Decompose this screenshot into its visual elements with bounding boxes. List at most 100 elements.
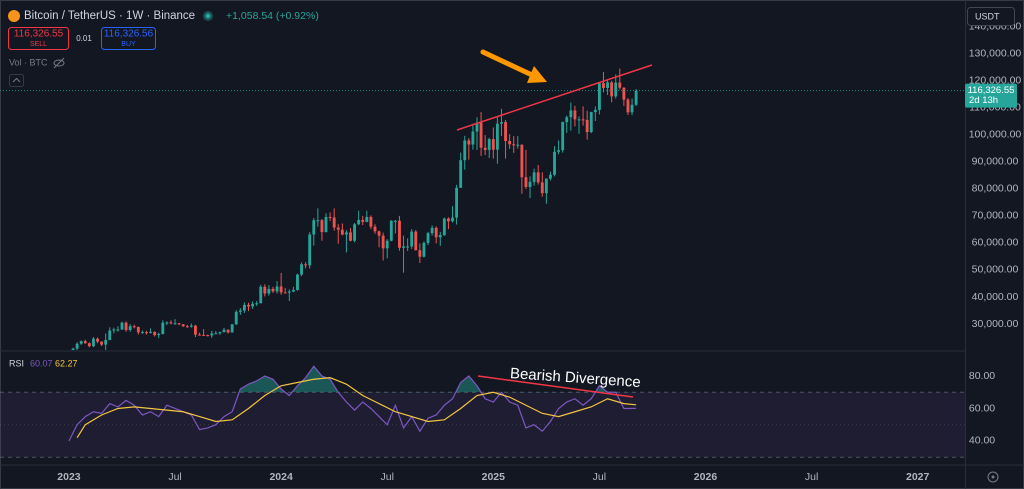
candle-body	[540, 182, 544, 194]
rsi-pane	[0, 365, 965, 458]
candle-body	[487, 139, 491, 150]
candle-body	[495, 123, 499, 150]
y-tick-label: 80.00	[969, 370, 995, 382]
sell-label: SELL	[30, 41, 47, 48]
candle-body	[447, 218, 450, 222]
candle-body	[626, 99, 630, 113]
candle-body	[504, 122, 507, 141]
hide-icon[interactable]	[53, 57, 65, 69]
candle-body	[149, 331, 152, 333]
currency-button[interactable]	[967, 7, 1015, 26]
candle-body	[520, 144, 524, 178]
candle-body	[140, 332, 144, 334]
buy-price: 116,326.56	[104, 29, 154, 40]
candle-body	[92, 338, 95, 347]
candle-body	[79, 341, 83, 344]
candle-body	[544, 178, 548, 194]
candle-body	[528, 181, 532, 187]
collapse-icon	[12, 77, 21, 83]
y-tick-label: 60.00	[969, 402, 995, 414]
settings-button[interactable]	[987, 471, 999, 483]
y-tick-label: 70,000.00	[972, 210, 1019, 222]
candle-body	[242, 304, 246, 311]
x-tick-label: 2027	[906, 471, 930, 483]
candle-body	[377, 231, 381, 236]
rsi-trend-line	[477, 375, 634, 398]
candle-body	[475, 122, 479, 132]
candle-body	[206, 335, 210, 337]
x-tick-label: 2026	[694, 471, 718, 483]
x-tick-label: 2024	[269, 471, 293, 483]
candle-body	[300, 264, 303, 275]
candle-body	[565, 117, 569, 123]
candle-body	[389, 220, 393, 241]
candle-body	[120, 322, 124, 330]
y-tick-label: 30,000.00	[972, 318, 1019, 330]
candle-body	[434, 227, 438, 238]
candle-body	[340, 229, 344, 235]
candle-body	[124, 322, 128, 330]
candle-body	[471, 131, 475, 145]
y-tick-label: 100,000.00	[969, 129, 1022, 141]
y-tick-label: 40.00	[969, 435, 995, 447]
sell-button[interactable]	[8, 27, 69, 50]
candle-body	[455, 187, 459, 218]
arrow-shaft	[480, 49, 535, 78]
candle-body	[349, 232, 352, 241]
candle-body	[426, 233, 430, 243]
candle-body	[634, 90, 638, 105]
candle-body	[553, 151, 556, 175]
candle-body	[230, 324, 234, 333]
candle-body	[369, 216, 373, 227]
candle-body	[83, 341, 87, 344]
candle-body	[500, 122, 503, 124]
candle-body	[259, 286, 263, 304]
candle-body	[442, 218, 446, 236]
y-tick-label: 40,000.00	[972, 291, 1019, 303]
volume-label: Vol · BTC	[9, 57, 48, 67]
candle-body	[597, 83, 601, 110]
trend-line	[456, 64, 653, 131]
candle-body	[255, 303, 259, 305]
candle-body	[75, 343, 79, 349]
candle-body	[267, 288, 271, 294]
candle-body	[271, 288, 275, 292]
currency: USDT	[975, 11, 1000, 21]
candle-body	[549, 174, 552, 179]
rsi-value: 60.07	[30, 358, 53, 368]
candle-body	[491, 139, 495, 150]
candle-body	[96, 338, 99, 342]
candle-body	[569, 110, 573, 118]
collapse-button[interactable]	[9, 74, 24, 87]
x-tick-label: Jul	[593, 471, 606, 483]
candle-body	[304, 264, 308, 266]
candle-body	[145, 332, 148, 334]
candle-body	[104, 339, 108, 345]
buy-button[interactable]	[101, 27, 156, 50]
sell-price: 116,326.55	[14, 29, 64, 40]
candle-body	[320, 220, 324, 233]
candle-body	[508, 140, 512, 145]
rsi-title: RSI	[9, 358, 24, 368]
candle-body	[459, 160, 463, 188]
candle-body	[153, 331, 157, 336]
candle-body	[336, 227, 340, 230]
candle-body	[614, 82, 618, 97]
candle-body	[463, 140, 467, 161]
candle-body	[524, 177, 528, 187]
candle-body	[418, 250, 422, 257]
rsi-line	[76, 377, 637, 439]
market-status-dot	[205, 13, 211, 19]
candle-body	[296, 274, 299, 290]
countdown: 2d 13h	[969, 95, 998, 106]
candle-body	[324, 216, 328, 233]
candle-body	[557, 150, 561, 152]
x-tick-label: Jul	[168, 471, 181, 483]
y-tick-label: 130,000.00	[969, 47, 1022, 59]
candle-body	[410, 231, 414, 247]
candle-body	[406, 246, 410, 248]
candle-body	[316, 220, 320, 222]
